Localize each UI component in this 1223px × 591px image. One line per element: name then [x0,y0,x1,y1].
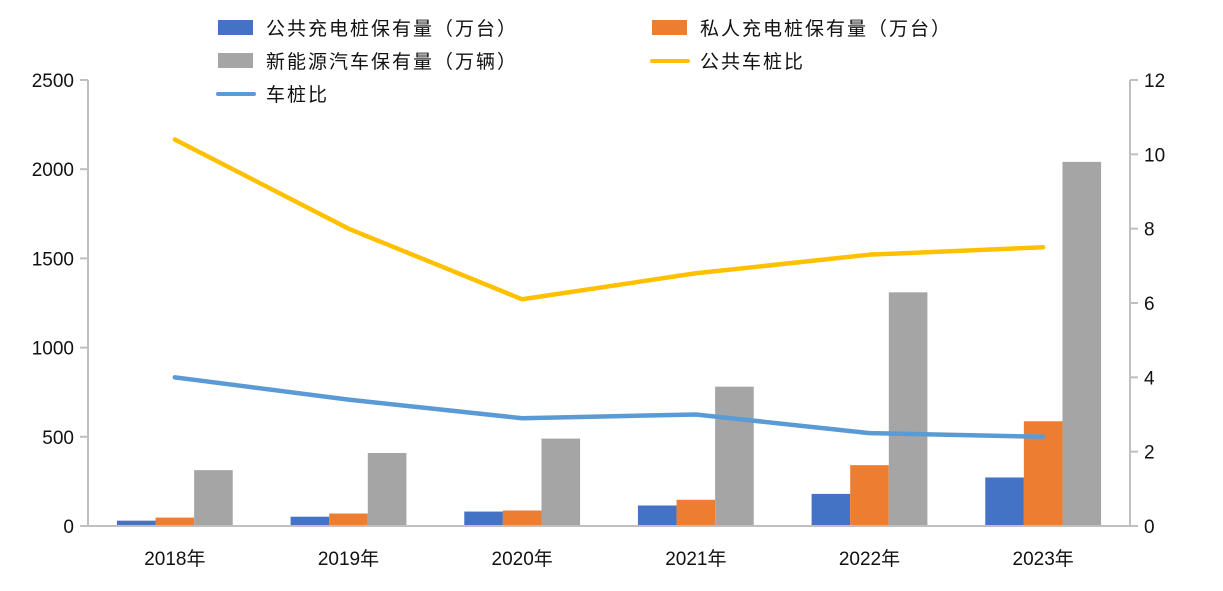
x-tick-label: 2020年 [492,548,553,570]
left-tick-label: 0 [63,517,74,538]
left-tick-label: 2500 [32,71,74,92]
bar-2-2018年 [155,517,195,526]
left-tick-label: 1000 [32,339,74,360]
right-tick-label: 0 [1144,517,1155,538]
legend-label-4: 公共车桩比 [700,51,805,73]
line-series-2 [172,375,1046,440]
legend-swatch-1 [218,20,253,35]
bar-3-2020年 [541,438,581,526]
bar-2-2020年 [502,510,542,526]
right-tick-label: 10 [1144,145,1165,166]
x-tick-label: 2018年 [144,548,205,570]
legend-swatch-2 [652,20,687,35]
right-tick-label: 6 [1144,294,1155,315]
right-tick-label: 2 [1144,443,1155,464]
bar-1-2020年 [464,511,503,526]
x-tick-label: 2022年 [839,548,900,570]
bar-1-2018年 [116,520,156,526]
x-tick-label: 2023年 [1013,548,1074,570]
bar-1-2023年 [985,477,1024,526]
x-tick-label: 2019年 [318,548,379,570]
right-tick-label: 8 [1144,220,1155,241]
bar-3-2021年 [715,386,754,526]
left-tick-label: 1500 [32,249,74,270]
axes [87,80,1131,527]
left-tick-label: 500 [42,428,74,449]
bar-layer [116,161,1102,526]
legend-label-5: 车桩比 [266,84,329,106]
bar-1-2019年 [290,516,330,526]
line-layer [172,137,1046,440]
bar-3-2022年 [888,292,928,526]
legend-swatch-3 [218,53,253,68]
bar-3-2019年 [367,453,407,526]
legend-label-3: 新能源汽车保有量（万辆） [266,51,518,73]
bar-3-2018年 [194,470,233,526]
bar-2-2022年 [850,465,889,526]
bar-3-2023年 [1062,161,1102,526]
tick-layer: 0 500 1000 1500 2000 2500 0 2 4 6 8 10 12 2018年 2019年 2… [32,71,1165,570]
line-series-1 [172,137,1046,302]
bar-1-2022年 [811,493,851,526]
right-tick-label: 4 [1144,368,1155,389]
legend: 公共充电桩保有量（万台） 私人充电桩保有量（万台） 新能源汽车保有量（万辆） 公共车桩… [216,18,952,106]
x-tick-label: 2021年 [665,548,726,570]
bar-2-2021年 [676,499,716,526]
legend-label-2: 私人充电桩保有量（万台） [700,18,952,40]
left-tick-label: 2000 [32,160,74,181]
bar-1-2021年 [637,505,677,526]
right-tick-label: 12 [1144,71,1165,92]
bar-2-2019年 [329,513,368,526]
legend-label-1: 公共充电桩保有量（万台） [266,18,518,40]
